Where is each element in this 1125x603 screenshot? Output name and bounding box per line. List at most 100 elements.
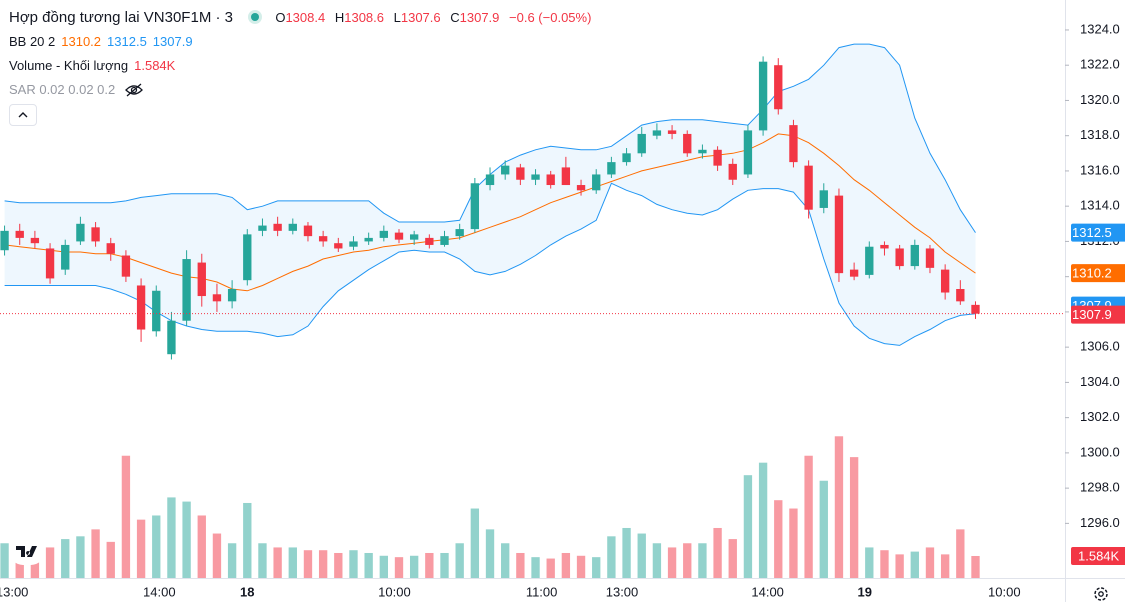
o-value: 1308.4 [285, 10, 326, 25]
y-tick-label: 1316.0 [1080, 162, 1120, 177]
volume-bar [501, 543, 510, 578]
candle-body [546, 174, 555, 186]
chevron-icon [18, 112, 28, 118]
x-tick-label: 18 [240, 584, 254, 599]
candle-body [273, 223, 282, 231]
y-tick-label: 1296.0 [1080, 515, 1120, 530]
volume-bar [940, 554, 950, 578]
candle-body [318, 236, 328, 242]
candle-body [713, 149, 722, 166]
candle-body [895, 248, 904, 267]
candle-body [379, 230, 388, 238]
volume-bar [576, 555, 586, 578]
settings-icon[interactable] [1092, 585, 1110, 603]
volume-bar [0, 543, 9, 578]
bb-mid: 1310.2 [61, 34, 102, 49]
volume-bar [91, 529, 100, 578]
change: −0.6 (−0.05%) [509, 10, 592, 25]
candle-body [394, 232, 404, 240]
volume-bar [607, 536, 616, 578]
volume-bar [349, 550, 358, 578]
volume-bar [865, 547, 874, 578]
bb-lower-line [4, 182, 976, 346]
volume-bar [652, 543, 662, 578]
volume-bar [303, 550, 313, 578]
volume-bar [910, 551, 919, 578]
hide-icon[interactable] [124, 83, 143, 97]
candle-body [182, 259, 191, 321]
volume-bar [273, 547, 282, 578]
x-tick-label: 13:00 [0, 584, 28, 599]
candle-body [910, 244, 919, 267]
candle-body [212, 294, 222, 302]
candle-body [971, 304, 980, 314]
candle-body [667, 130, 677, 134]
volume-bar [258, 543, 267, 578]
candle-body [243, 234, 252, 281]
candle-body [849, 269, 859, 277]
x-tick-label: 10:00 [988, 584, 1021, 599]
candle-body [880, 244, 889, 249]
candle-body [637, 133, 646, 154]
close-label: 1307.9 [1072, 307, 1112, 322]
volume-bar [182, 501, 191, 578]
volume-bar [956, 529, 965, 578]
bb-mid-box [1071, 264, 1125, 283]
y-tick-label: 1298.0 [1080, 480, 1120, 495]
y-tick-label: 1322.0 [1080, 57, 1120, 72]
y-tick-label: 1314.0 [1080, 198, 1120, 213]
volume-bar [743, 475, 753, 578]
volume-bar [455, 543, 464, 578]
c-value: 1307.9 [459, 10, 500, 25]
candle-body [819, 190, 828, 208]
candle-body [561, 167, 571, 186]
candle-body [167, 320, 176, 355]
volume-bar [880, 550, 889, 578]
volume-legend[interactable]: Volume - Khối lượng 1.584K [9, 58, 181, 73]
sar-legend[interactable]: SAR 0.02 0.02 0.2 [9, 82, 143, 97]
volume-bar [470, 508, 480, 578]
candle-body [622, 153, 631, 163]
volume-bar [561, 552, 571, 578]
volume-bar [925, 547, 935, 578]
volume-bar [758, 462, 768, 578]
candle-body [516, 167, 525, 180]
volume-box [1071, 546, 1125, 565]
candle-body [865, 246, 874, 275]
symbol-title: Hợp đồng tương lai VN30F1M · 3 [9, 9, 233, 26]
volume-bar [728, 539, 737, 578]
collapse-button[interactable] [9, 104, 37, 126]
candle-body [45, 248, 55, 279]
l-value: 1307.6 [400, 10, 441, 25]
volume-bar [334, 552, 343, 578]
volume-bar [683, 543, 692, 578]
candle-body [61, 244, 70, 270]
candle-body [834, 195, 844, 274]
volume-bar [485, 529, 495, 578]
candle-body [789, 125, 798, 163]
logo[interactable] [9, 537, 45, 565]
close-box [1071, 305, 1125, 324]
candle-body [425, 237, 434, 245]
candle-body [106, 243, 115, 254]
volume-bar [531, 557, 540, 578]
volume-bar [167, 497, 176, 578]
volume-bar [622, 527, 631, 578]
bb-mid-line [4, 133, 976, 292]
volume-bar [592, 557, 601, 578]
volume-bar [849, 457, 859, 578]
status-dot [251, 13, 260, 21]
volume-bar [713, 527, 722, 578]
volume-bar [136, 519, 146, 578]
l-letter: L [393, 10, 401, 25]
volume-bar [243, 502, 252, 578]
volume-bar [819, 480, 828, 578]
x-tick-label: 10:00 [378, 584, 411, 599]
candle-body [409, 234, 419, 240]
candle-body [121, 255, 131, 277]
bb-legend[interactable]: BB 20 2 1310.2 1312.5 1307.9 [9, 34, 199, 49]
candle-body [197, 262, 206, 297]
volume-bar [121, 455, 131, 578]
